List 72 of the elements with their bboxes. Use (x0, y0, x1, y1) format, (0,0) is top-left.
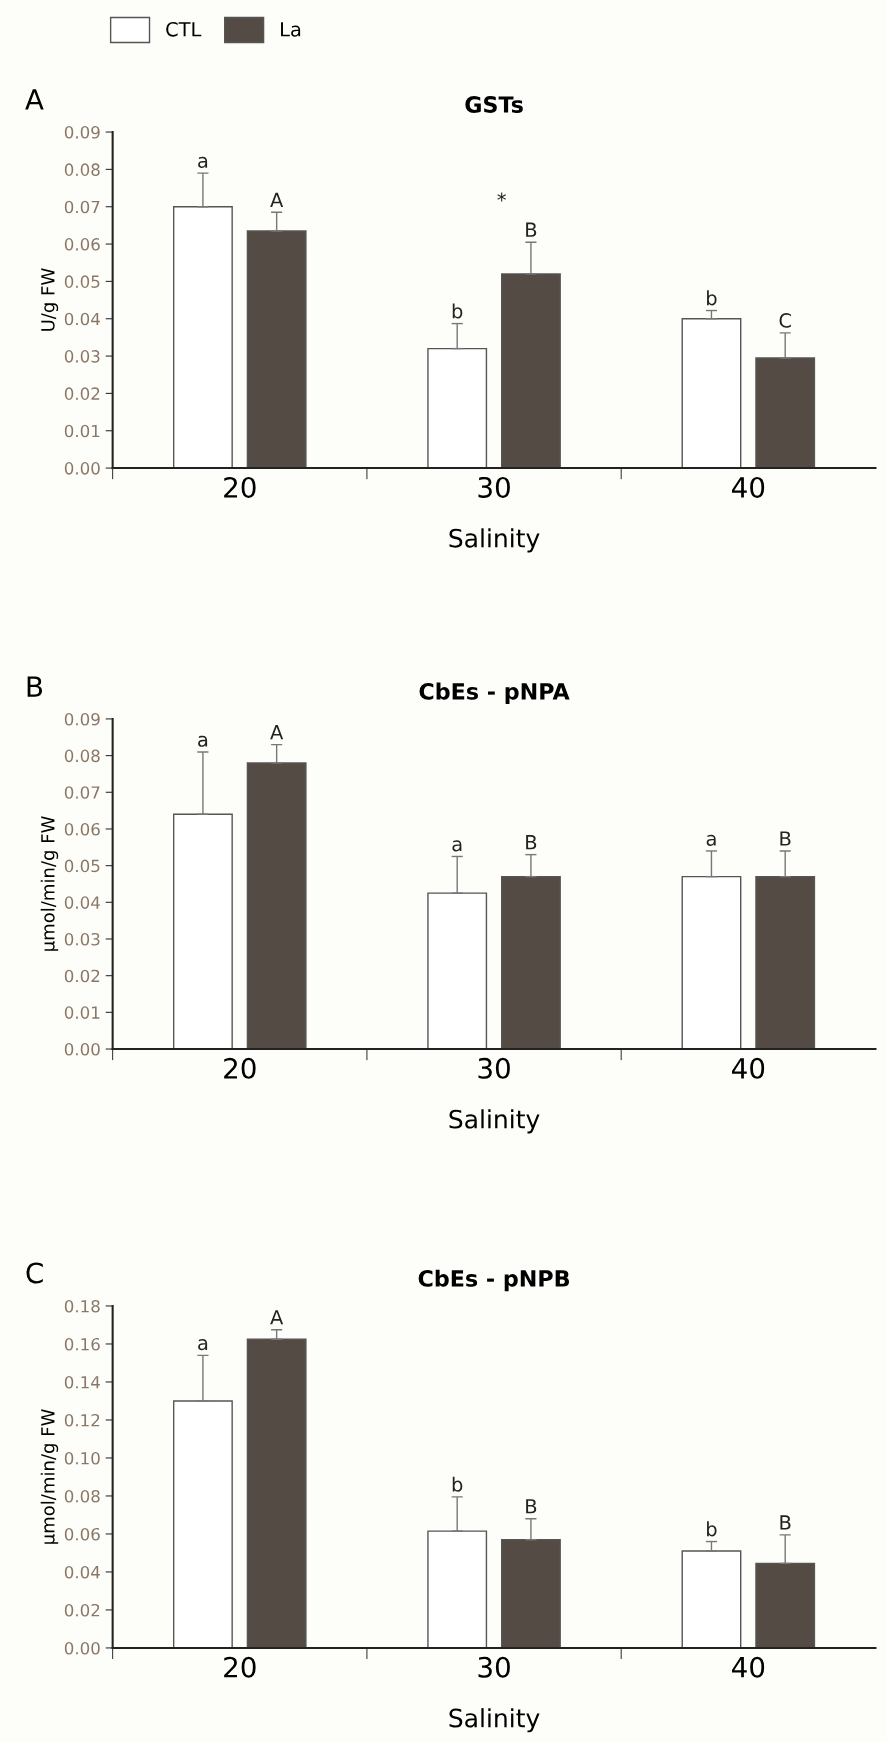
y-tick-label: 0.02 (64, 1603, 100, 1617)
text: C (26, 1262, 43, 1284)
legend-label: CTL (166, 21, 202, 37)
y-tick-label: 0.02 (64, 387, 100, 400)
x-tick-label: 20 (224, 1656, 256, 1678)
x-tick-label: 40 (732, 1057, 765, 1079)
chart-title: CbEs - pNPB (418, 1269, 570, 1292)
y-tick-label: 0.04 (64, 312, 100, 326)
y-tick-label: 0.08 (64, 163, 100, 176)
y-tick-label: 0.16 (64, 1337, 100, 1351)
annotation: a (198, 735, 208, 747)
y-tick-label: 0.09 (64, 712, 100, 726)
annotation: A (270, 192, 284, 207)
y-axis-title: U/g FW (41, 268, 59, 331)
x-tick-label: 40 (732, 1656, 765, 1678)
annotation: a (706, 834, 716, 846)
y-tick-label: 0.14 (64, 1375, 100, 1389)
y-tick-label: 0.07 (64, 200, 100, 214)
y-tick-label: 0.08 (64, 1489, 100, 1503)
y-tick-label: 0.05 (64, 859, 100, 873)
annotation: B (526, 835, 537, 850)
annotation: b (452, 1476, 463, 1492)
text: A (25, 89, 44, 110)
annotation: a (452, 840, 462, 852)
y-tick-label: 0.03 (64, 932, 100, 946)
x-tick-label: 20 (224, 1057, 256, 1079)
annotation: B (526, 222, 537, 237)
y-tick-label: 0.00 (64, 1641, 100, 1655)
y-tick-label: 0.00 (64, 1042, 100, 1056)
y-tick-label: 0.04 (64, 1565, 100, 1579)
y-axis-title: µmol/min/g FW (40, 1409, 59, 1544)
y-tick-label: 0.18 (64, 1299, 100, 1313)
y-tick-label: 0.06 (64, 1527, 100, 1541)
annotation: B (780, 831, 791, 846)
x-tick-label: 40 (732, 476, 765, 498)
y-tick-label: 0.04 (64, 896, 100, 909)
annotation: a (198, 156, 208, 168)
x-tick-label: 30 (478, 1656, 510, 1678)
y-tick-label: 0.01 (64, 424, 100, 438)
y-tick-label: 0.06 (64, 822, 100, 836)
chart-title: GSTs (465, 96, 523, 113)
y-axis-title: µmol/min/g FW (40, 816, 59, 951)
annotation: b (452, 303, 463, 319)
y-tick-label: 0.03 (64, 350, 100, 363)
legend-label: La (281, 22, 301, 37)
annotation: a (198, 1339, 208, 1351)
annotation: A (270, 725, 284, 740)
x-tick-label: 30 (478, 476, 510, 498)
annotation: B (780, 1515, 791, 1530)
text: B (27, 676, 43, 697)
x-axis-title: Salinity (449, 1708, 540, 1733)
chart-title: CbEs - pNPA (419, 682, 570, 705)
annotation: B (526, 1499, 537, 1514)
annotation: b (707, 1521, 717, 1537)
annotation: C (779, 313, 791, 328)
y-tick-label: 0.00 (64, 462, 100, 475)
annotation: b (707, 290, 717, 306)
y-tick-label: 0.02 (64, 969, 100, 983)
y-tick-label: 0.05 (64, 275, 100, 288)
y-tick-label: 0.10 (64, 1451, 100, 1465)
y-tick-label: 0.12 (64, 1413, 100, 1427)
y-tick-label: 0.01 (64, 1006, 100, 1019)
y-tick-label: 0.07 (64, 786, 100, 799)
annotation: * (497, 192, 506, 202)
y-tick-label: 0.06 (64, 238, 100, 251)
x-tick-label: 20 (224, 476, 256, 498)
y-tick-label: 0.08 (64, 749, 100, 763)
x-tick-label: 30 (478, 1057, 510, 1079)
x-axis-title: Salinity (449, 528, 540, 553)
y-tick-label: 0.09 (64, 126, 100, 139)
annotation: A (270, 1310, 284, 1325)
x-axis-title: Salinity (449, 1109, 540, 1134)
